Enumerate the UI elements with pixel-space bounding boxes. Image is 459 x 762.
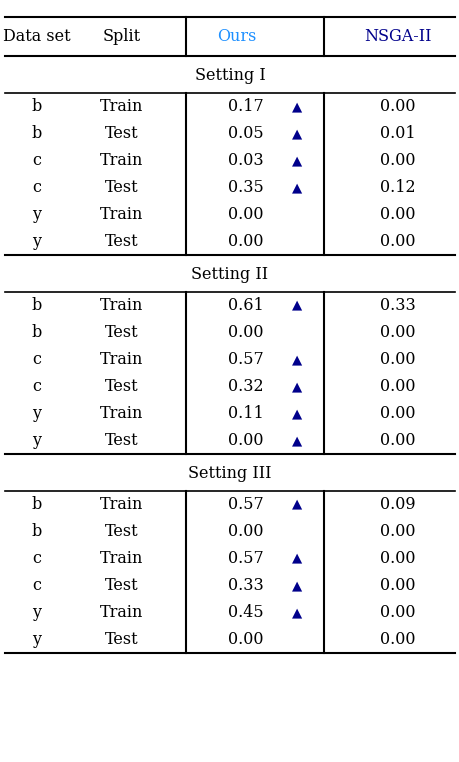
Text: y: y	[32, 432, 41, 449]
Text: y: y	[32, 405, 41, 422]
Text: Train: Train	[100, 496, 143, 513]
Text: Train: Train	[100, 297, 143, 314]
Text: Test: Test	[105, 577, 139, 594]
Text: ▲: ▲	[291, 434, 301, 447]
Text: Train: Train	[100, 550, 143, 567]
Text: 0.00: 0.00	[228, 207, 263, 223]
Text: 0.00: 0.00	[379, 351, 415, 368]
Text: 0.11: 0.11	[228, 405, 263, 422]
Text: 0.00: 0.00	[228, 631, 263, 648]
Text: 0.35: 0.35	[228, 179, 263, 196]
Text: Train: Train	[100, 405, 143, 422]
Text: 0.05: 0.05	[228, 125, 263, 142]
Text: b: b	[32, 324, 42, 341]
Text: y: y	[32, 631, 41, 648]
Text: 0.00: 0.00	[228, 324, 263, 341]
Text: 0.33: 0.33	[228, 577, 263, 594]
Text: 0.00: 0.00	[379, 550, 415, 567]
Text: ▲: ▲	[291, 353, 301, 366]
Text: 0.01: 0.01	[379, 125, 415, 142]
Text: ▲: ▲	[291, 380, 301, 393]
Text: Train: Train	[100, 98, 143, 115]
Text: ▲: ▲	[291, 606, 301, 619]
Text: ▲: ▲	[291, 299, 301, 312]
Text: c: c	[32, 378, 41, 395]
Text: 0.17: 0.17	[228, 98, 263, 115]
Text: Test: Test	[105, 324, 139, 341]
Text: NSGA-II: NSGA-II	[364, 28, 431, 45]
Text: 0.00: 0.00	[379, 98, 415, 115]
Text: Train: Train	[100, 351, 143, 368]
Text: Train: Train	[100, 207, 143, 223]
Text: c: c	[32, 152, 41, 169]
Text: Split: Split	[103, 28, 140, 45]
Text: Test: Test	[105, 233, 139, 250]
Text: 0.00: 0.00	[228, 432, 263, 449]
Text: ▲: ▲	[291, 552, 301, 565]
Text: Setting II: Setting II	[191, 266, 268, 283]
Text: 0.00: 0.00	[379, 378, 415, 395]
Text: 0.57: 0.57	[228, 351, 263, 368]
Text: ▲: ▲	[291, 127, 301, 140]
Text: Test: Test	[105, 125, 139, 142]
Text: y: y	[32, 207, 41, 223]
Text: 0.09: 0.09	[379, 496, 415, 513]
Text: 0.00: 0.00	[379, 432, 415, 449]
Text: c: c	[32, 577, 41, 594]
Text: 0.00: 0.00	[228, 233, 263, 250]
Text: Ours: Ours	[217, 28, 256, 45]
Text: b: b	[32, 496, 42, 513]
Text: 0.00: 0.00	[379, 631, 415, 648]
Text: 0.00: 0.00	[379, 324, 415, 341]
Text: c: c	[32, 351, 41, 368]
Text: ▲: ▲	[291, 498, 301, 511]
Text: Test: Test	[105, 432, 139, 449]
Text: Setting I: Setting I	[194, 67, 265, 84]
Text: 0.45: 0.45	[228, 604, 263, 621]
Text: 0.00: 0.00	[379, 523, 415, 539]
Text: 0.00: 0.00	[379, 604, 415, 621]
Text: c: c	[32, 550, 41, 567]
Text: b: b	[32, 297, 42, 314]
Text: Test: Test	[105, 523, 139, 539]
Text: 0.00: 0.00	[379, 233, 415, 250]
Text: b: b	[32, 125, 42, 142]
Text: c: c	[32, 179, 41, 196]
Text: b: b	[32, 98, 42, 115]
Text: Test: Test	[105, 179, 139, 196]
Text: Test: Test	[105, 378, 139, 395]
Text: ▲: ▲	[291, 579, 301, 592]
Text: ▲: ▲	[291, 181, 301, 194]
Text: 0.00: 0.00	[379, 152, 415, 169]
Text: Test: Test	[105, 631, 139, 648]
Text: 0.00: 0.00	[379, 207, 415, 223]
Text: 0.03: 0.03	[228, 152, 263, 169]
Text: 0.57: 0.57	[228, 550, 263, 567]
Text: Train: Train	[100, 152, 143, 169]
Text: ▲: ▲	[291, 154, 301, 167]
Text: 0.00: 0.00	[379, 405, 415, 422]
Text: Data set: Data set	[3, 28, 71, 45]
Text: Setting III: Setting III	[188, 465, 271, 482]
Text: b: b	[32, 523, 42, 539]
Text: 0.12: 0.12	[379, 179, 415, 196]
Text: 0.32: 0.32	[228, 378, 263, 395]
Text: ▲: ▲	[291, 407, 301, 420]
Text: y: y	[32, 233, 41, 250]
Text: 0.61: 0.61	[228, 297, 263, 314]
Text: 0.00: 0.00	[228, 523, 263, 539]
Text: 0.00: 0.00	[379, 577, 415, 594]
Text: 0.57: 0.57	[228, 496, 263, 513]
Text: y: y	[32, 604, 41, 621]
Text: 0.33: 0.33	[379, 297, 415, 314]
Text: ▲: ▲	[291, 100, 301, 113]
Text: Train: Train	[100, 604, 143, 621]
